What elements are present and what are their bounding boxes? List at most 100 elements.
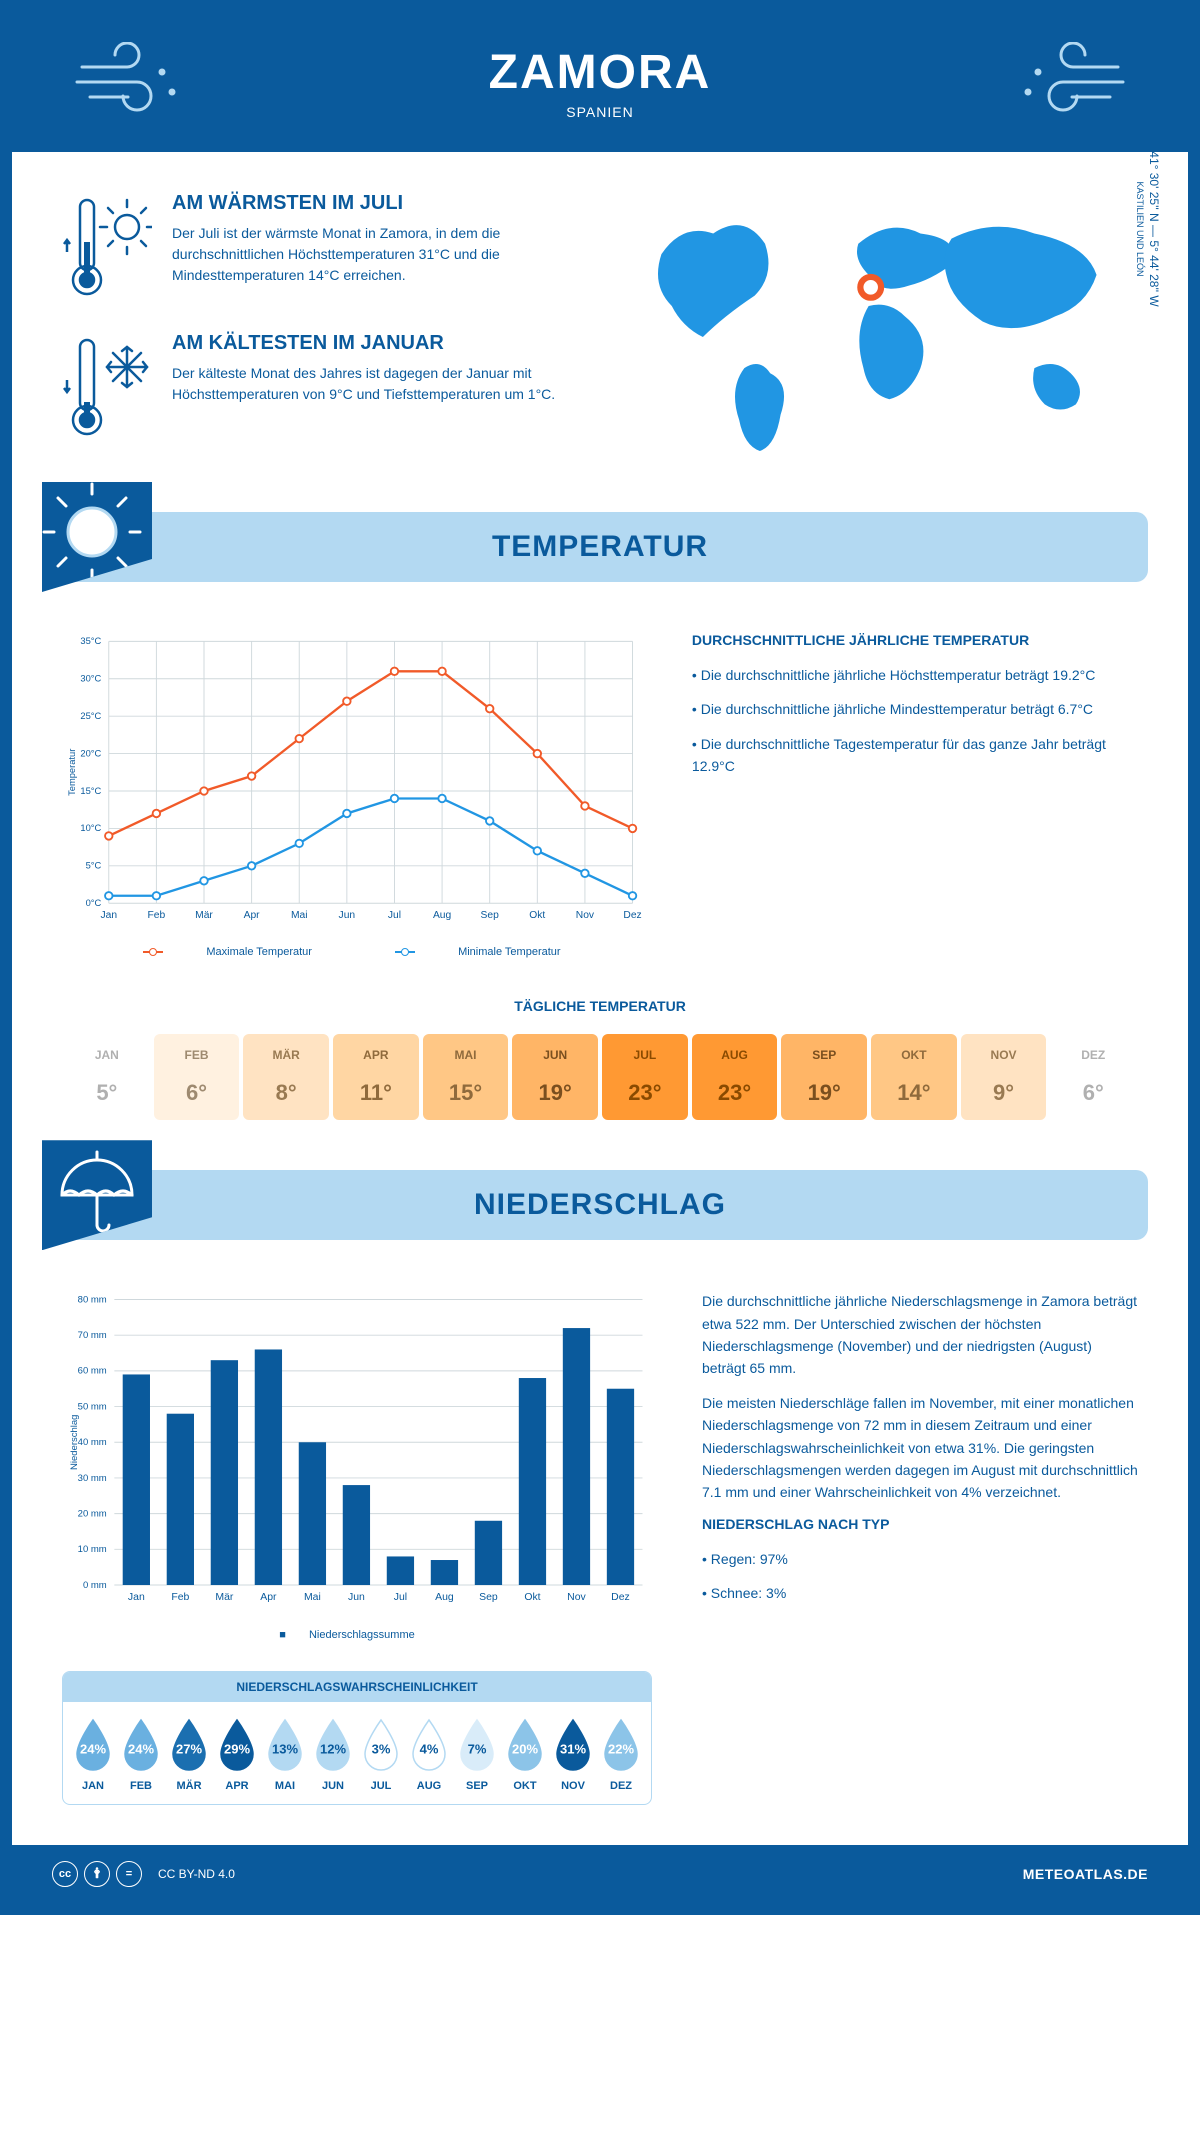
- daily-temp-cell: APR11°: [333, 1034, 419, 1120]
- coldest-title: AM KÄLTESTEN IM JANUAR: [172, 332, 580, 355]
- prob-cell: 27% MÄR: [167, 1718, 211, 1792]
- svg-text:15°C: 15°C: [80, 786, 101, 796]
- precip-para2: Die meisten Niederschläge fallen im Nove…: [702, 1392, 1138, 1504]
- country-sub: SPANIEN: [192, 104, 1008, 120]
- svg-text:0 mm: 0 mm: [83, 1580, 107, 1591]
- prob-cell: 13% MAI: [263, 1718, 307, 1792]
- svg-text:Sep: Sep: [481, 910, 500, 921]
- prob-cell: 7% SEP: [455, 1718, 499, 1792]
- coordinates: 41° 30' 25'' N — 5° 44' 28'' W KASTILIEN…: [1135, 129, 1161, 329]
- precip-bar-chart: 0 mm10 mm20 mm30 mm40 mm50 mm60 mm70 mm8…: [62, 1290, 652, 1614]
- precip-type-bullet: Regen: 97%: [702, 1548, 1138, 1570]
- temperature-title: TEMPERATUR: [72, 530, 1128, 564]
- svg-text:30°C: 30°C: [80, 674, 101, 684]
- daily-temp-cell: JAN5°: [64, 1034, 150, 1120]
- cc-icon: cc: [52, 1861, 78, 1887]
- temp-legend: Maximale Temperatur Minimale Temperatur: [62, 946, 642, 958]
- svg-text:Jul: Jul: [394, 1593, 407, 1604]
- warmest-title: AM WÄRMSTEN IM JULI: [172, 192, 580, 215]
- svg-text:Jan: Jan: [100, 910, 117, 921]
- precip-banner: NIEDERSCHLAG: [52, 1170, 1148, 1240]
- svg-text:50 mm: 50 mm: [78, 1402, 107, 1413]
- prob-title: NIEDERSCHLAGSWAHRSCHEINLICHKEIT: [63, 1672, 651, 1702]
- thermometer-cold-icon: [62, 332, 152, 442]
- svg-text:Jul: Jul: [388, 910, 401, 921]
- avg-temp-bullet: Die durchschnittliche jährliche Höchstte…: [692, 664, 1138, 686]
- svg-text:10°C: 10°C: [80, 823, 101, 833]
- prob-cell: 4% AUG: [407, 1718, 451, 1792]
- svg-text:Apr: Apr: [244, 910, 261, 921]
- svg-text:20°C: 20°C: [80, 748, 101, 758]
- svg-text:60 mm: 60 mm: [78, 1366, 107, 1377]
- prob-cell: 31% NOV: [551, 1718, 595, 1792]
- sun-banner-icon: [42, 482, 152, 592]
- svg-text:Mai: Mai: [304, 1593, 321, 1604]
- daily-temp-title: TÄGLICHE TEMPERATUR: [62, 998, 1138, 1014]
- svg-text:Nov: Nov: [576, 910, 595, 921]
- svg-text:Aug: Aug: [435, 1593, 454, 1604]
- precip-type-bullet: Schnee: 3%: [702, 1582, 1138, 1604]
- warmest-fact: AM WÄRMSTEN IM JULI Der Juli ist der wär…: [62, 192, 580, 302]
- avg-temp-bullet: Die durchschnittliche jährliche Mindestt…: [692, 698, 1138, 720]
- intro-section: AM WÄRMSTEN IM JULI Der Juli ist der wär…: [12, 152, 1188, 502]
- footer: cc 🛉 = CC BY-ND 4.0 METEOATLAS.DE: [12, 1845, 1188, 1903]
- svg-text:20 mm: 20 mm: [78, 1509, 107, 1520]
- svg-text:Jun: Jun: [348, 1593, 365, 1604]
- daily-temp-cell: JUL23°: [602, 1034, 688, 1120]
- temperature-section: 0°C5°C10°C15°C20°C25°C30°C35°CJanFebMärA…: [12, 612, 1188, 1160]
- svg-text:Dez: Dez: [611, 1593, 630, 1604]
- wind-icon-left: [72, 42, 192, 122]
- svg-text:Okt: Okt: [529, 910, 545, 921]
- world-map: 41° 30' 25'' N — 5° 44' 28'' W KASTILIEN…: [620, 192, 1138, 466]
- wind-icon-right: [1008, 42, 1128, 122]
- precip-section: 0 mm10 mm20 mm30 mm40 mm50 mm60 mm70 mm8…: [12, 1270, 1188, 1845]
- svg-text:70 mm: 70 mm: [78, 1330, 107, 1341]
- precip-probability-box: NIEDERSCHLAGSWAHRSCHEINLICHKEIT 24% JAN …: [62, 1671, 652, 1805]
- header: ZAMORA SPANIEN: [12, 12, 1188, 152]
- daily-temp-cell: AUG23°: [692, 1034, 778, 1120]
- daily-temp-cell: MÄR8°: [243, 1034, 329, 1120]
- precip-type-bullets: Regen: 97% Schnee: 3%: [702, 1548, 1138, 1605]
- license-badges: cc 🛉 = CC BY-ND 4.0: [52, 1861, 235, 1887]
- license-text: CC BY-ND 4.0: [158, 1867, 235, 1881]
- avg-temp-bullet: Die durchschnittliche Tagestemperatur fü…: [692, 733, 1138, 778]
- precip-title: NIEDERSCHLAG: [72, 1188, 1128, 1222]
- daily-temp-cell: DEZ6°: [1050, 1034, 1136, 1120]
- svg-text:Okt: Okt: [524, 1593, 540, 1604]
- svg-text:5°C: 5°C: [86, 861, 102, 871]
- page: ZAMORA SPANIEN: [0, 0, 1200, 1915]
- svg-text:25°C: 25°C: [80, 711, 101, 721]
- precip-para1: Die durchschnittliche jährliche Niedersc…: [702, 1290, 1138, 1380]
- warmest-body: Der Juli ist der wärmste Monat in Zamora…: [172, 223, 580, 286]
- prob-cell: 12% JUN: [311, 1718, 355, 1792]
- temperature-banner: TEMPERATUR: [52, 512, 1148, 582]
- daily-temp-cell: SEP19°: [781, 1034, 867, 1120]
- daily-temp-cell: FEB6°: [154, 1034, 240, 1120]
- daily-temp-cell: NOV9°: [961, 1034, 1047, 1120]
- daily-temp-grid: JAN5°FEB6°MÄR8°APR11°MAI15°JUN19°JUL23°A…: [62, 1034, 1138, 1120]
- svg-text:Mär: Mär: [195, 910, 213, 921]
- svg-text:Mai: Mai: [291, 910, 308, 921]
- daily-temp-cell: JUN19°: [512, 1034, 598, 1120]
- precip-legend: ■ Niederschlagssumme: [62, 1629, 652, 1641]
- svg-text:0°C: 0°C: [86, 898, 102, 908]
- svg-text:Niederschlag: Niederschlag: [69, 1415, 80, 1470]
- svg-text:Aug: Aug: [433, 910, 452, 921]
- svg-text:Temperatur: Temperatur: [67, 749, 77, 796]
- svg-text:30 mm: 30 mm: [78, 1473, 107, 1484]
- precip-type-title: NIEDERSCHLAG NACH TYP: [702, 1516, 1138, 1532]
- svg-text:Sep: Sep: [479, 1593, 498, 1604]
- daily-temp-cell: OKT14°: [871, 1034, 957, 1120]
- avg-temp-title: DURCHSCHNITTLICHE JÄHRLICHE TEMPERATUR: [692, 632, 1138, 648]
- coldest-body: Der kälteste Monat des Jahres ist dagege…: [172, 363, 580, 405]
- svg-text:Feb: Feb: [171, 1593, 189, 1604]
- temperature-line-chart: 0°C5°C10°C15°C20°C25°C30°C35°CJanFebMärA…: [62, 632, 642, 931]
- prob-cell: 24% JAN: [71, 1718, 115, 1792]
- prob-cell: 24% FEB: [119, 1718, 163, 1792]
- svg-text:Dez: Dez: [623, 910, 641, 921]
- svg-text:Jun: Jun: [339, 910, 356, 921]
- coldest-fact: AM KÄLTESTEN IM JANUAR Der kälteste Mona…: [62, 332, 580, 442]
- nd-icon: =: [116, 1861, 142, 1887]
- avg-temp-bullets: Die durchschnittliche jährliche Höchstte…: [692, 664, 1138, 778]
- umbrella-banner-icon: [42, 1140, 152, 1250]
